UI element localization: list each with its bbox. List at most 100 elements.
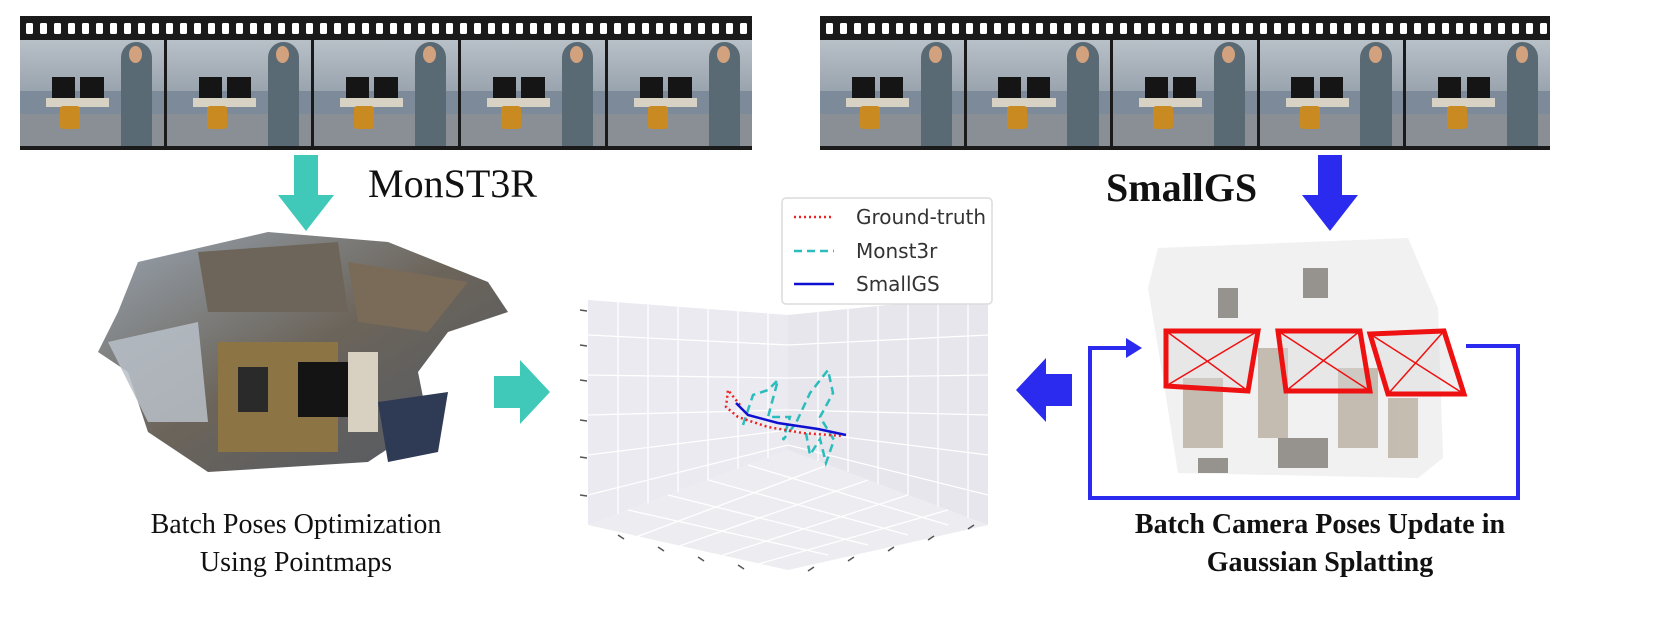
sprocket-hole [278,23,285,34]
sprocket-hole [474,23,481,34]
sprocket-hole [924,23,931,34]
sprocket-hole [152,23,159,34]
sprocket-hole [362,23,369,34]
sprocket-hole [1400,23,1407,34]
sprocket-hole [1344,23,1351,34]
sprocket-hole [96,23,103,34]
sprocket-hole [1204,23,1211,34]
sprocket-hole [1498,23,1505,34]
sprocket-hole [642,23,649,34]
loop-arrow-head-icon [1126,338,1142,358]
sprocket-hole [826,23,833,34]
sprocket-hole [432,23,439,34]
video-frame [1259,40,1404,146]
sprocket-hole [166,23,173,34]
sprocket-hole [334,23,341,34]
sprocket-hole [1176,23,1183,34]
sprocket-hole [726,23,733,34]
video-frames [20,40,752,146]
smallgs-title: SmallGS [1106,165,1258,210]
camera-frustum [1275,328,1373,394]
film-strip-icon [26,23,747,34]
sprocket-hole [868,23,875,34]
video-frame [1406,40,1550,146]
sprocket-hole [306,23,313,34]
sprocket-hole [966,23,973,34]
sprocket-hole [348,23,355,34]
ground-truth-trajectory [724,386,844,438]
sprocket-hole [882,23,889,34]
sprocket-hole [124,23,131,34]
sprocket-hole [418,23,425,34]
monst3r-title: MonST3R [368,161,537,206]
monst3r-caption-line2: Using Pointmaps [199,547,393,578]
sprocket-hole [980,23,987,34]
sprocket-hole [586,23,593,34]
sprocket-hole [1358,23,1365,34]
sprocket-hole [180,23,187,34]
sprocket-hole [1246,23,1253,34]
film-strip-icon [826,23,1547,34]
sprocket-hole [488,23,495,34]
sprocket-hole [628,23,635,34]
video-frame [966,40,1111,146]
sprocket-hole [530,23,537,34]
camera-frustum [1163,328,1261,394]
sprocket-hole [320,23,327,34]
video-frames [820,40,1550,146]
sprocket-hole [516,23,523,34]
plot-ticks [579,309,975,572]
sprocket-hole [1302,23,1309,34]
sprocket-hole [600,23,607,34]
monst3r-caption-line1: Batch Poses Optimization [150,509,442,540]
sprocket-hole [854,23,861,34]
sprocket-hole [1330,23,1337,34]
sprocket-hole [544,23,551,34]
sprocket-hole [740,23,747,34]
sprocket-hole [194,23,201,34]
video-frame [1113,40,1257,146]
sprocket-hole [390,23,397,34]
monst3r-caption: Batch Poses Optimization Using Pointmaps [96,506,496,582]
sprocket-hole [1470,23,1477,34]
sprocket-hole [1106,23,1113,34]
sprocket-hole [572,23,579,34]
video-frame [820,40,964,146]
sprocket-hole [68,23,75,34]
smallgs-caption: Batch Camera Poses Update in Gaussian Sp… [1080,506,1560,582]
smallgs-caption-line1: Batch Camera Poses Update in [1134,509,1506,540]
legend-smallgs-label: SmallGS [856,272,940,296]
sprocket-hole [138,23,145,34]
sprocket-hole [614,23,621,34]
right-video-film-strip [820,16,1550,150]
sprocket-hole [684,23,691,34]
camera-frustums [1163,328,1468,397]
sprocket-hole [1148,23,1155,34]
video-frame [20,40,164,146]
sprocket-hole [40,23,47,34]
video-frame [461,40,605,146]
sprocket-hole [1050,23,1057,34]
sprocket-hole [1428,23,1435,34]
sprocket-hole [1456,23,1463,34]
sprocket-hole [1064,23,1071,34]
sprocket-hole [1540,23,1547,34]
sprocket-hole [1386,23,1393,34]
sprocket-hole [208,23,215,34]
sprocket-hole [994,23,1001,34]
sprocket-hole [1078,23,1085,34]
video-frame [608,40,752,146]
sprocket-hole [404,23,411,34]
sprocket-hole [1218,23,1225,34]
sprocket-hole [1134,23,1141,34]
sprocket-hole [896,23,903,34]
sprocket-hole [54,23,61,34]
video-frame [314,40,458,146]
sprocket-hole [1036,23,1043,34]
smallgs-caption-line2: Gaussian Splatting [1206,547,1434,578]
sprocket-hole [952,23,959,34]
legend-monst3r-label: Monst3r [856,239,938,263]
sprocket-hole [1022,23,1029,34]
left-video-film-strip [20,16,752,150]
sprocket-hole [1288,23,1295,34]
